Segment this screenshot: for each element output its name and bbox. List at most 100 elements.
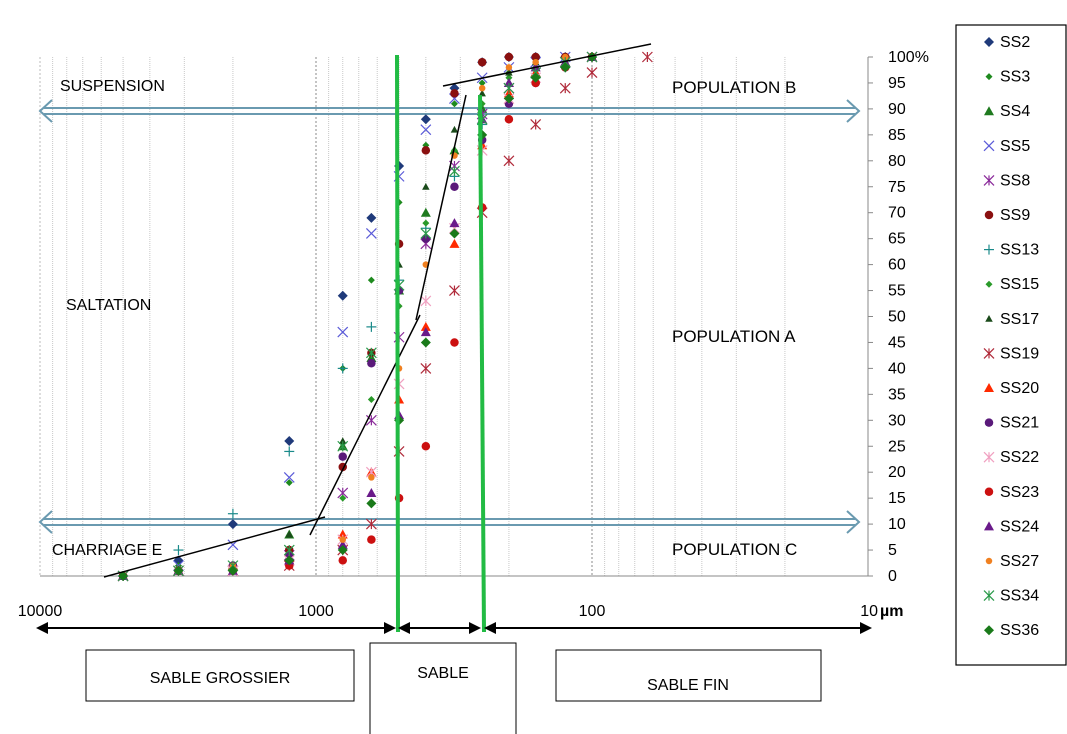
data-point-ss8 <box>365 414 377 426</box>
legend-marker <box>983 140 995 152</box>
legend-label: SS4 <box>1000 103 1030 120</box>
data-point-ss21 <box>450 182 459 191</box>
legend-item: SS9 <box>984 207 1030 224</box>
zone-label-charriage: CHARRIAGE E <box>52 542 162 559</box>
series-ss27 <box>119 53 569 580</box>
data-point-ss36 <box>118 571 129 581</box>
series-ss4 <box>118 52 597 580</box>
data-point-ss13 <box>337 363 348 374</box>
legend-item: SS27 <box>985 553 1039 570</box>
legend-label: SS3 <box>1000 69 1030 86</box>
series-ss8 <box>117 51 598 582</box>
data-point-ss17 <box>450 125 459 133</box>
legend-marker <box>984 37 994 47</box>
legend-item: SS21 <box>984 415 1039 432</box>
y-tick-label: 80 <box>888 153 906 170</box>
data-point-ss2 <box>337 290 348 301</box>
data-point-ss17 <box>422 183 430 190</box>
legend-marker <box>985 557 993 565</box>
legend-label: SS22 <box>1000 449 1039 466</box>
legend-marker <box>983 347 995 359</box>
data-point-ss15 <box>367 396 375 404</box>
data-point-ss34 <box>449 165 460 177</box>
data-point-ss9 <box>504 52 514 62</box>
data-point-ss36 <box>366 498 377 509</box>
data-point-ss13 <box>366 321 377 332</box>
series-ss15 <box>119 53 596 580</box>
data-point-ss36 <box>173 565 184 576</box>
data-point-ss21 <box>504 99 514 108</box>
data-point-ss13 <box>173 545 184 556</box>
data-point-ss34 <box>365 347 377 359</box>
x-axis-ticks: 10000 1000 100 10 µm <box>18 603 904 620</box>
data-point-ss36 <box>449 228 460 239</box>
legend-item: SS36 <box>984 622 1039 639</box>
data-point-ss34 <box>420 228 432 239</box>
legend-label: SS21 <box>1000 415 1039 432</box>
data-point-ss20 <box>420 321 431 331</box>
suspension-boundary-arrow <box>38 99 861 123</box>
y-tick-label: 50 <box>888 309 906 326</box>
y-tick-label: 15 <box>888 490 906 507</box>
y-axis-ticks: 0 5 10 15 20 25 30 35 40 45 50 55 60 65 70 75 80 85 90 95 10… <box>868 49 929 585</box>
y-tick-label: 75 <box>888 179 906 196</box>
y-tick-label: 95 <box>888 75 906 92</box>
data-point-ss5 <box>365 228 377 239</box>
legend-label: SS34 <box>1000 588 1039 605</box>
legend-label: SS24 <box>1000 518 1039 535</box>
legend-label: SS36 <box>1000 622 1039 639</box>
y-tick-label: 30 <box>888 412 906 429</box>
data-point-ss2 <box>284 436 295 447</box>
legend-item: SS13 <box>984 242 1039 259</box>
data-point-ss21 <box>285 550 294 560</box>
data-point-ss24 <box>366 487 377 497</box>
y-tick-label: 90 <box>888 101 906 118</box>
legend-label: SS20 <box>1000 380 1039 397</box>
x-tick-label: 10000 <box>18 603 63 620</box>
series-ss34 <box>117 51 598 582</box>
data-point-ss5 <box>337 326 349 338</box>
data-point-ss3 <box>478 79 486 87</box>
data-point-ss23 <box>450 338 459 347</box>
data-point-ss9 <box>421 146 431 155</box>
data-point-ss34 <box>503 82 515 94</box>
data-point-ss19 <box>559 82 571 94</box>
legend-item: SS20 <box>984 380 1039 397</box>
data-point-ss24 <box>449 218 460 228</box>
data-point-ss4 <box>420 207 431 217</box>
zone-label-suspension: SUSPENSION <box>60 78 165 95</box>
data-point-ss19 <box>365 518 377 530</box>
legend-marker <box>984 625 994 636</box>
data-point-ss24 <box>503 77 514 87</box>
series-ss24 <box>118 52 597 580</box>
x-axis-unit-label: µm <box>880 603 903 620</box>
data-point-ss36 <box>284 555 295 566</box>
size-class-box-coarse: SABLE GROSSIER <box>85 649 355 702</box>
scatter-points <box>117 51 653 582</box>
data-point-ss13 <box>227 508 238 519</box>
data-point-ss15 <box>505 74 513 82</box>
x-tick-label: 10 <box>860 603 878 620</box>
legend-item: SS2 <box>984 34 1030 51</box>
legend-marker <box>985 280 993 288</box>
legend-item: SS34 <box>983 588 1039 605</box>
data-point-ss27 <box>478 84 486 92</box>
data-point-ss27 <box>339 536 346 543</box>
charriage-boundary-arrow <box>38 510 861 534</box>
data-point-ss2 <box>227 519 238 530</box>
data-point-ss23 <box>421 442 431 451</box>
data-point-ss23 <box>504 115 514 124</box>
y-tick-label: 100% <box>888 49 929 66</box>
population-b-label: POPULATION B <box>672 78 796 97</box>
data-point-ss27 <box>562 53 569 61</box>
data-point-ss5 <box>420 124 432 136</box>
data-point-ss2 <box>366 212 377 223</box>
data-point-ss19 <box>449 285 460 296</box>
legend-label: SS2 <box>1000 34 1030 51</box>
data-point-ss36 <box>337 545 348 556</box>
data-point-ss19 <box>503 155 515 167</box>
data-point-ss9 <box>531 52 540 62</box>
series-ss22 <box>117 51 598 582</box>
legend-marker <box>984 106 994 116</box>
